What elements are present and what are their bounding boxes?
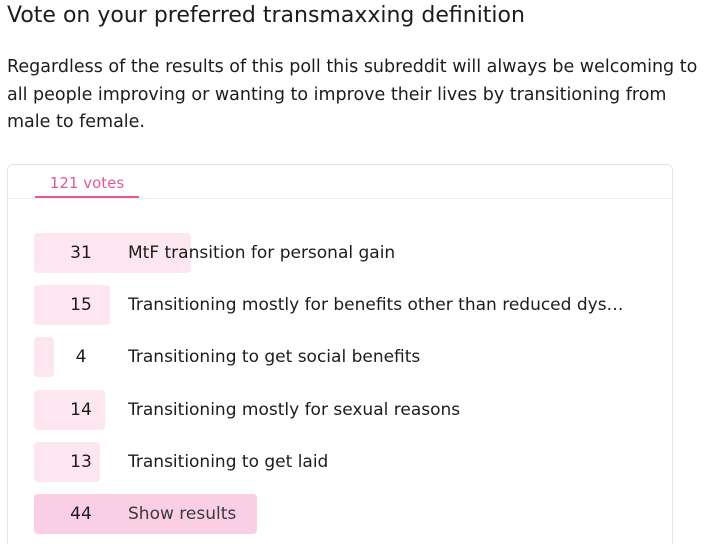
option-label: Transitioning to get laid [128,451,329,472]
poll-option[interactable]: 15 Transitioning mostly for benefits othe… [34,285,654,326]
vote-bar [34,389,105,430]
poll-option[interactable]: 13 Transitioning to get laid [34,441,654,482]
vote-count: 31 [70,243,92,263]
tab-underline [35,196,139,198]
option-label: MtF transition for personal gain [128,243,396,263]
option-label: Transitioning mostly for benefits other … [128,295,624,316]
post-title: Vote on your preferred transmaxxing defi… [7,3,525,28]
poll-option[interactable]: 31 MtF transition for personal gain [34,233,654,273]
separator [8,198,672,199]
vote-bar [34,285,111,326]
poll-card: 121 votes 31 MtF transition for personal … [7,164,673,544]
vote-count: 14 [70,399,92,420]
poll-option[interactable]: 14 Transitioning mostly for sexual reason… [34,389,654,430]
option-label: Transitioning to get social benefits [128,347,421,368]
post-body: Regardless of the results of this poll t… [7,57,698,132]
vote-bar [34,494,258,534]
votes-tab[interactable]: 121 votes [49,174,125,192]
show-results-label[interactable]: Show results [128,504,237,524]
show-results-row[interactable]: 44 Show results [34,494,654,534]
vote-bar [34,233,192,273]
vote-bar [34,441,100,482]
poll-option[interactable]: 4 Transitioning to get social benefits [34,337,654,378]
vote-count: 44 [70,504,92,524]
vote-count: 13 [70,451,92,472]
option-label: Transitioning mostly for sexual reasons [128,399,461,420]
vote-bar [34,337,55,378]
vote-count: 15 [70,295,92,316]
vote-count: 4 [75,347,87,368]
